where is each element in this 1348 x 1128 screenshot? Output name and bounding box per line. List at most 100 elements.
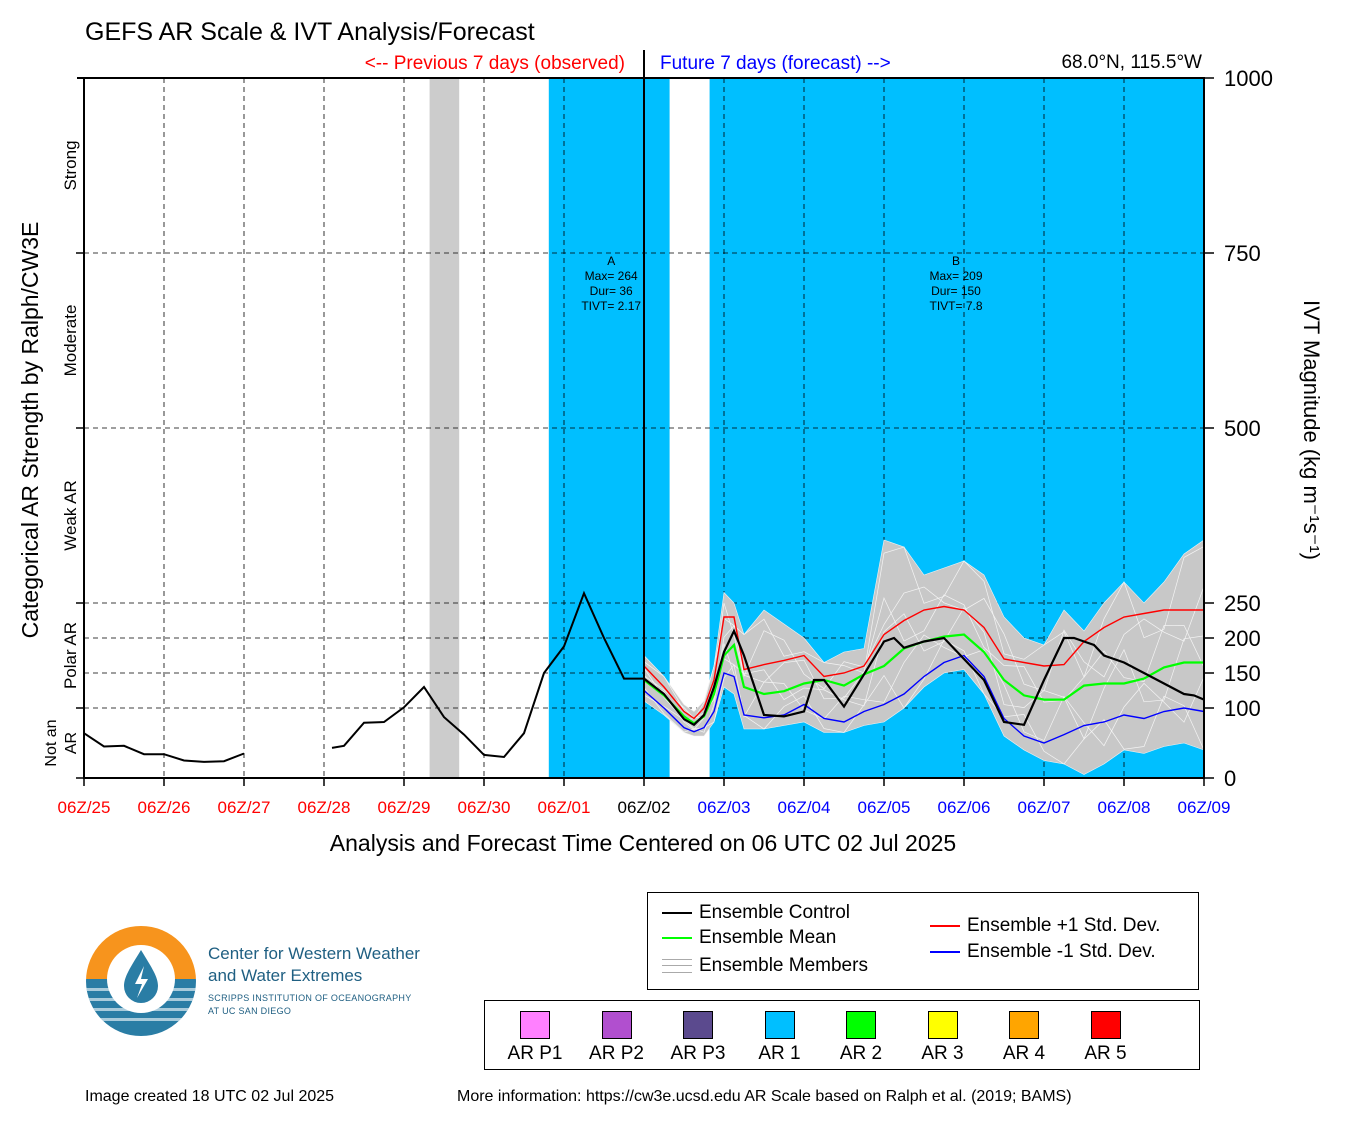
ar-category-label: AR 4 bbox=[1002, 1043, 1046, 1064]
ar-category-label: AR P2 bbox=[589, 1043, 644, 1064]
previous-days-label: <-- Previous 7 days (observed) bbox=[365, 53, 625, 74]
logo-line-4: AT UC SAN DIEGO bbox=[208, 1006, 292, 1016]
x-tick-label: 06Z/05 bbox=[858, 798, 911, 817]
x-tick-label: 06Z/28 bbox=[298, 798, 351, 817]
ensemble-control-line bbox=[643, 628, 1205, 727]
mean-swatch bbox=[662, 937, 692, 939]
members-swatch bbox=[662, 959, 692, 973]
event-annotation: TIVT= 2.17 bbox=[581, 299, 641, 313]
ar-category-label: AR 5 bbox=[1084, 1043, 1127, 1064]
ar-category-label: AR 2 bbox=[839, 1043, 883, 1064]
ar-category-swatch bbox=[764, 1011, 795, 1039]
y-tick-label: 100 bbox=[1224, 696, 1261, 721]
legend-plus-sd-label: Ensemble +1 Std. Dev. bbox=[967, 915, 1161, 936]
logo-line-1: Center for Western Weather bbox=[208, 944, 420, 963]
control-swatch bbox=[662, 912, 692, 914]
image-created-text: Image created 18 UTC 02 Jul 2025 bbox=[85, 1088, 335, 1105]
x-tick-label: 06Z/25 bbox=[58, 798, 111, 817]
ar-category-item: AR 5 bbox=[1066, 1011, 1146, 1065]
legend-minus-sd-label: Ensemble -1 Std. Dev. bbox=[967, 941, 1156, 962]
plus-sd-swatch bbox=[930, 925, 960, 927]
x-tick-label: 06Z/02 bbox=[618, 798, 671, 817]
ensemble-member-line bbox=[643, 634, 1205, 747]
legend-members-label: Ensemble Members bbox=[699, 955, 868, 976]
ar-category-swatch bbox=[520, 1011, 550, 1039]
chart-title: GEFS AR Scale & IVT Analysis/Forecast bbox=[85, 18, 535, 46]
legend-mean: Ensemble Mean bbox=[662, 927, 836, 949]
legend-plus-sd: Ensemble +1 Std. Dev. bbox=[930, 915, 1160, 937]
line-legend: Ensemble Control Ensemble Mean Ensemble … bbox=[647, 892, 1199, 990]
ensemble-member-line bbox=[643, 546, 1205, 720]
ensemble-1-std-dev--line bbox=[643, 654, 1205, 744]
x-tick-label: 06Z/27 bbox=[218, 798, 271, 817]
ar-category-item: AR P3 bbox=[658, 1011, 738, 1065]
ivt-chart: GEFS AR Scale & IVT Analysis/Forecast <-… bbox=[17, 18, 1324, 856]
y-tick-label: 250 bbox=[1224, 591, 1261, 616]
event-annotation: TIVT= 7.8 bbox=[929, 299, 982, 313]
y-tick-label: 500 bbox=[1224, 416, 1261, 441]
x-axis-label: Analysis and Forecast Time Centered on 0… bbox=[330, 830, 956, 856]
x-tick-label: 06Z/30 bbox=[458, 798, 511, 817]
y-tick-label: 150 bbox=[1224, 661, 1261, 686]
ar-category-item: AR 1 bbox=[740, 1011, 820, 1065]
cw3e-emblem-icon bbox=[86, 926, 196, 1036]
ar-category-label: AR P3 bbox=[670, 1043, 726, 1064]
ar-category-swatch bbox=[601, 1011, 632, 1039]
event-annotation: B bbox=[952, 254, 960, 268]
legend-control: Ensemble Control bbox=[662, 902, 850, 924]
y-tick-label: 1000 bbox=[1224, 66, 1273, 91]
ar-category-label: AR P1 bbox=[507, 1043, 563, 1064]
x-tick-label: 06Z/04 bbox=[778, 798, 831, 817]
y-tick-label: 750 bbox=[1224, 241, 1261, 266]
ar-category-swatch bbox=[927, 1011, 958, 1039]
legend-members: Ensemble Members bbox=[662, 955, 868, 977]
x-tick-label: 06Z/29 bbox=[378, 798, 431, 817]
minus-sd-swatch bbox=[930, 951, 960, 953]
category-label: Polar AR bbox=[61, 622, 80, 689]
x-tick-label: 06Z/08 bbox=[1098, 798, 1151, 817]
category-label: Moderate bbox=[61, 305, 80, 377]
event-annotation: A bbox=[607, 254, 615, 268]
legend-minus-sd: Ensemble -1 Std. Dev. bbox=[930, 941, 1156, 963]
ar-category-swatch bbox=[683, 1011, 713, 1039]
y-tick-label: 0 bbox=[1224, 766, 1236, 791]
event-annotation: Max= 209 bbox=[929, 269, 982, 283]
right-axis-label: IVT Magnitude (kg m⁻¹s⁻¹) bbox=[1299, 300, 1324, 560]
more-info-text: More information: https://cw3e.ucsd.edu … bbox=[457, 1088, 1072, 1105]
left-axis-label: Categorical AR Strength by Ralph/CW3E bbox=[17, 222, 43, 639]
event-annotation: Dur= 150 bbox=[931, 284, 981, 298]
logo-line-3: SCRIPPS INSTITUTION OF OCEANOGRAPHY bbox=[208, 993, 412, 1003]
observed-ivt-line bbox=[83, 732, 245, 763]
x-tick-label: 06Z/01 bbox=[538, 798, 591, 817]
x-tick-label: 06Z/03 bbox=[698, 798, 751, 817]
x-tick-label: 06Z/26 bbox=[138, 798, 191, 817]
ar-category-swatch bbox=[846, 1011, 876, 1039]
event-annotation: Max= 264 bbox=[585, 269, 638, 283]
ar-category-item: AR 2 bbox=[821, 1011, 901, 1065]
ar-category-legend: AR P1 AR P2 AR P3 AR 1 AR 2 AR 3 AR 4 AR 5 bbox=[484, 1000, 1200, 1070]
legend-mean-label: Ensemble Mean bbox=[699, 927, 837, 948]
logo-line-2: and Water Extremes bbox=[208, 966, 363, 985]
event-annotation: Dur= 36 bbox=[590, 284, 633, 298]
ensemble-mean-line bbox=[643, 633, 1204, 725]
cw3e-logo: Center for Western Weather and Water Ext… bbox=[82, 920, 482, 1040]
plot-area: 06Z/25 06Z/26 06Z/27 06Z/28 06Z/29 06Z/30 06Z/… bbox=[43, 50, 1273, 817]
ar-category-label: AR 3 bbox=[921, 1043, 964, 1064]
x-tick-label: 06Z/06 bbox=[938, 798, 991, 817]
observed-ivt-line bbox=[331, 590, 644, 759]
ar-category-swatch bbox=[1009, 1011, 1039, 1039]
ar-category-item: AR 4 bbox=[984, 1011, 1064, 1065]
category-label: Strong bbox=[61, 140, 80, 190]
future-days-label: Future 7 days (forecast) --> bbox=[660, 53, 891, 74]
ar-category-item: AR P1 bbox=[495, 1011, 575, 1065]
y-tick-label: 200 bbox=[1224, 626, 1261, 651]
ar-category-item: AR P2 bbox=[577, 1011, 657, 1065]
location-label: 68.0°N, 115.5°W bbox=[1061, 52, 1202, 73]
category-label: AR bbox=[63, 732, 80, 754]
x-tick-label: 06Z/09 bbox=[1178, 798, 1231, 817]
ensemble-1-std-dev--line bbox=[643, 605, 1204, 720]
ar-category-item: AR 3 bbox=[903, 1011, 983, 1065]
category-label: Not an bbox=[43, 719, 60, 766]
legend-control-label: Ensemble Control bbox=[699, 902, 851, 923]
ar-category-label: AR 1 bbox=[758, 1043, 801, 1064]
